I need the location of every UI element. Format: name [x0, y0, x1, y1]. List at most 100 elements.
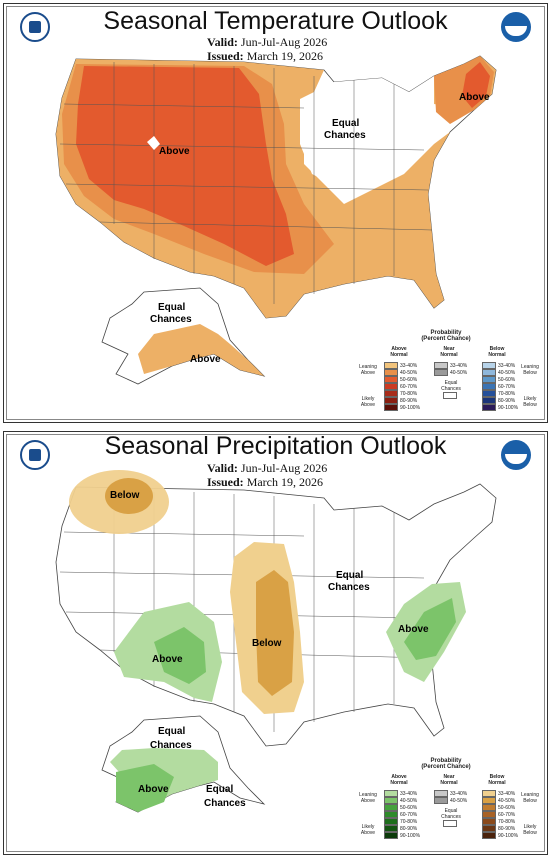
legend-above-bins: 33-40% 40-50% 50-60% 60-70% 70-80% 80-90% 90-1… [384, 790, 420, 839]
map-label-below-nw: Below [110, 490, 140, 501]
legend-below-bin-label: 33-40% [498, 362, 516, 369]
legend-below-bin-label: 50-60% [498, 376, 516, 383]
valid-line: Valid: Jun-Jul-Aug 2026 [207, 35, 327, 50]
legend-leaning-above: Leaning Above [356, 792, 380, 804]
legend-below-swatch [482, 362, 496, 369]
map-label-equal-alaska-1: Equal [158, 726, 185, 737]
legend-col-below-1: Below [489, 774, 505, 780]
legend-above-row: 33-40% [384, 362, 420, 369]
map-label-equal-alaska-1: Equal [158, 302, 185, 313]
legend-leaning-above-2: Above [360, 798, 376, 804]
legend-below-swatch [482, 832, 496, 839]
legend-col-below: Below Normal [482, 774, 512, 786]
map-label-above-alaska: Above [190, 354, 221, 365]
legend-below-row: 60-70% [482, 811, 518, 818]
legend-above-row: 33-40% [384, 790, 420, 797]
legend-below-bin-label: 60-70% [498, 811, 516, 818]
legend-below-bins: 33-40% 40-50% 50-60% 60-70% 70-80% 80-90% 90-1… [482, 790, 518, 839]
legend-near-row: 40-50% [434, 369, 467, 376]
legend-leaning-above: Leaning Above [356, 364, 380, 376]
legend-equal-chances: Equal Chances [434, 380, 468, 399]
legend-above-row: 90-100% [384, 404, 420, 411]
legend-likely-above-1: Likely [361, 824, 375, 830]
legend-above-row: 70-80% [384, 818, 420, 825]
legend-above-row: 50-60% [384, 376, 420, 383]
noaa-logo-icon [501, 12, 531, 42]
legend-col-near: Near Normal [434, 774, 464, 786]
legend-leaning-below: Leaning Below [518, 792, 542, 804]
legend-above-bin-label: 80-90% [400, 397, 418, 404]
legend-col-near: Near Normal [434, 346, 464, 358]
legend-above-row: 60-70% [384, 811, 420, 818]
legend-below-row: 90-100% [482, 404, 518, 411]
map-label-equal-east-1: Equal [336, 570, 363, 581]
legend-below-swatch [482, 390, 496, 397]
legend-below-swatch [482, 404, 496, 411]
legend-below-bin-label: 90-100% [498, 832, 519, 839]
legend-above-swatch [384, 369, 398, 376]
legend-below-swatch [482, 804, 496, 811]
commerce-seal-icon [20, 440, 50, 470]
legend-title-2: (Percent Chance) [421, 336, 471, 342]
map-label-above-west: Above [159, 146, 190, 157]
precipitation-legend: Probability (Percent Chance) Above Norma… [356, 758, 542, 852]
legend-below-bin-label: 70-80% [498, 390, 516, 397]
legend-below-swatch [482, 376, 496, 383]
legend-above-swatch [384, 825, 398, 832]
legend-likely-above-2: Above [360, 402, 376, 408]
map-title: Seasonal Temperature Outlook [103, 7, 448, 35]
panel-border [6, 434, 545, 852]
legend-above-bin-label: 33-40% [400, 790, 418, 797]
legend-above-bin-label: 70-80% [400, 818, 418, 825]
map-label-equal-east-2: Chances [328, 582, 370, 593]
legend-likely-below-2: Below [523, 402, 537, 408]
legend-col-above: Above Normal [384, 774, 414, 786]
valid-line: Valid: Jun-Jul-Aug 2026 [207, 461, 327, 476]
legend-above-row: 80-90% [384, 397, 420, 404]
state-boundaries [59, 62, 433, 304]
legend-below-bin-label: 50-60% [498, 804, 516, 811]
legend-leaning-below-1: Leaning [521, 364, 539, 370]
legend-title: Probability (Percent Chance) [416, 330, 476, 342]
legend-below-swatch [482, 818, 496, 825]
temp-above-50-ne-region [462, 62, 490, 108]
legend-leaning-below-2: Below [523, 798, 537, 804]
legend-below-bin-label: 33-40% [498, 790, 516, 797]
legend-above-swatch [384, 362, 398, 369]
issued-line: Issued: March 19, 2026 [207, 475, 323, 490]
legend-near-bin-label: 40-50% [450, 369, 468, 376]
legend-likely-above-1: Likely [361, 396, 375, 402]
legend-above-bin-label: 40-50% [400, 797, 418, 804]
legend-below-bin-label: 40-50% [498, 369, 516, 376]
legend-title-1: Probability [430, 330, 462, 336]
temperature-legend: Probability (Percent Chance) Above Norma… [356, 330, 542, 422]
map-label-equal-alaska-2: Chances [150, 314, 192, 325]
legend-above-bin-label: 50-60% [400, 804, 418, 811]
legend-near-swatch [434, 362, 448, 369]
precip-above-sw-40 [154, 627, 206, 684]
legend-below-row: 90-100% [482, 832, 518, 839]
map-label-above-se: Above [398, 624, 429, 635]
issued-line: Issued: March 19, 2026 [207, 49, 323, 64]
legend-above-row: 60-70% [384, 383, 420, 390]
legend-leaning-below-2: Below [523, 370, 537, 376]
legend-near-bin-label: 33-40% [450, 790, 468, 797]
legend-below-row: 50-60% [482, 804, 518, 811]
legend-above-row: 40-50% [384, 797, 420, 804]
legend-near-row: 40-50% [434, 797, 467, 804]
legend-above-bin-label: 80-90% [400, 825, 418, 832]
legend-likely-below: Likely Below [518, 396, 542, 408]
legend-below-bin-label: 80-90% [498, 397, 516, 404]
legend-near-bins: 33-40% 40-50% [434, 362, 467, 376]
legend-above-swatch [384, 397, 398, 404]
legend-leaning-below: Leaning Below [518, 364, 542, 376]
legend-above-swatch [384, 818, 398, 825]
legend-above-row: 90-100% [384, 832, 420, 839]
legend-above-row: 40-50% [384, 369, 420, 376]
map-label-above-alaska: Above [138, 784, 169, 795]
legend-below-swatch [482, 397, 496, 404]
legend-above-bin-label: 60-70% [400, 383, 418, 390]
legend-below-swatch [482, 369, 496, 376]
legend-near-bin-label: 40-50% [450, 797, 468, 804]
valid-label: Valid: [207, 461, 238, 475]
